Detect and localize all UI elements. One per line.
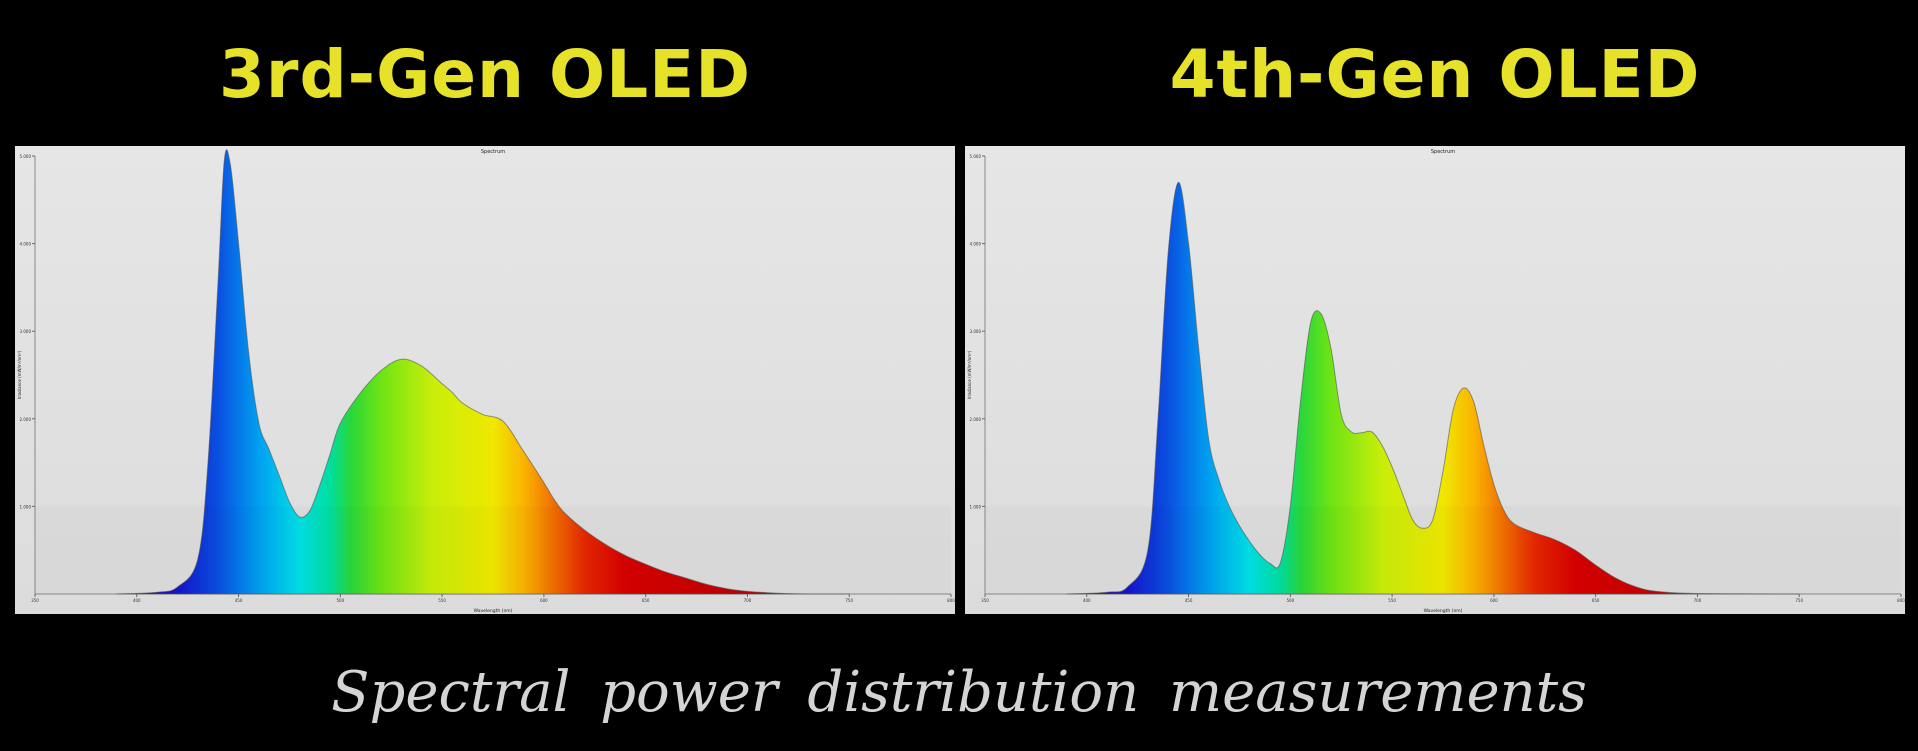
x-axis-label: Wavelength (nm): [1424, 608, 1463, 614]
x-tick-label: 450: [1185, 598, 1193, 603]
lower-band: [35, 506, 951, 594]
x-tick-label: 800: [947, 598, 955, 603]
spectrum-area: [116, 149, 850, 595]
plot-title: Spectrum: [1431, 149, 1455, 155]
spectrum-chart-svg: 1.000 2.000 3.000 4.000 5.000 350 400 450 500 550…: [15, 146, 955, 614]
x-tick-label: 600: [1490, 598, 1498, 603]
chart-title-4th-gen: 4th-Gen OLED: [1169, 36, 1701, 113]
x-tick-label: 600: [540, 598, 548, 603]
y-tick-label: 4.000: [970, 242, 982, 247]
x-tick-label: 350: [31, 598, 39, 603]
lower-band: [985, 506, 1901, 594]
spectrum-area: [1066, 181, 1800, 595]
y-axis-label: Irradiance (mW/m²/nm²): [17, 350, 22, 399]
x-tick-label: 400: [1083, 598, 1091, 603]
x-tick-label: 350: [981, 598, 989, 603]
x-tick-label: 550: [438, 598, 446, 603]
x-tick-label: 750: [845, 598, 853, 603]
x-axis-label: Wavelength (nm): [474, 608, 513, 614]
y-tick-label: 3.000: [20, 329, 32, 334]
y-tick-label: 1.000: [20, 504, 32, 509]
y-tick-label: 3.000: [970, 329, 982, 334]
spectrum-chart-3rd-gen: 1.000 2.000 3.000 4.000 5.000 350 400 450 500 550…: [15, 146, 955, 614]
x-tick-label: 500: [337, 598, 345, 603]
x-tick-label: 500: [1287, 598, 1295, 603]
y-tick-label: 4.000: [20, 242, 32, 247]
x-tick-label: 650: [1592, 598, 1600, 603]
y-tick-label: 2.000: [970, 417, 982, 422]
chart-title-3rd-gen: 3rd-Gen OLED: [218, 36, 752, 113]
x-tick-label: 700: [744, 598, 752, 603]
y-tick-label: 5.000: [20, 154, 32, 159]
spectrum-chart-4th-gen: 1.000 2.000 3.000 4.000 5.000 350 400 450 500 550…: [965, 146, 1905, 614]
x-tick-label: 700: [1694, 598, 1702, 603]
x-tick-label: 450: [235, 598, 243, 603]
spectrum-chart-svg: 1.000 2.000 3.000 4.000 5.000 350 400 450 500 550…: [965, 146, 1905, 614]
y-axis-label: Irradiance (mW/m²/nm²): [967, 350, 972, 399]
x-tick-label: 650: [642, 598, 650, 603]
caption: Spectral power distribution measurements: [331, 660, 1587, 725]
y-tick-label: 5.000: [970, 154, 982, 159]
x-tick-label: 800: [1897, 598, 1905, 603]
y-tick-label: 2.000: [20, 417, 32, 422]
y-tick-label: 1.000: [970, 504, 982, 509]
x-tick-label: 400: [133, 598, 141, 603]
x-tick-label: 750: [1795, 598, 1803, 603]
x-tick-label: 550: [1388, 598, 1396, 603]
plot-title: Spectrum: [481, 149, 505, 155]
